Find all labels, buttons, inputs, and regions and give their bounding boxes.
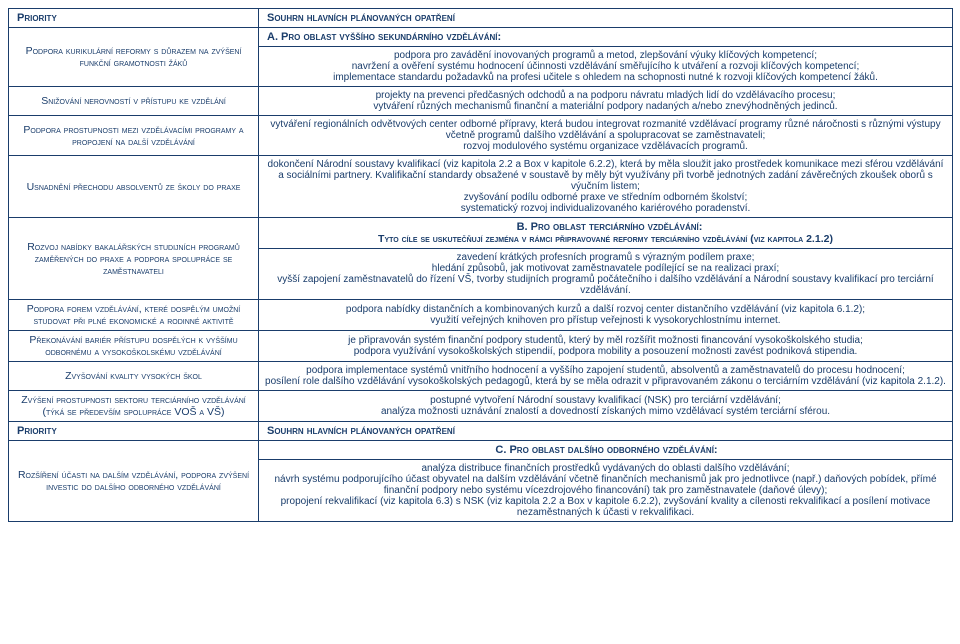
table-row: Snižování nerovností v přístupu ke vzděl… [9,87,953,116]
table-row: Podpora prostupnosti mezi vzdělávacími p… [9,116,953,156]
priority-c1: Rozšíření účasti na dalším vzdělávání, p… [9,441,259,522]
section-a-row: Podpora kurikulární reformy s důrazem na… [9,28,953,47]
priority-b3: Překonávání bariér přístupu dospělých k … [9,331,259,362]
table-row: Podpora forem vzdělávání, které dospělým… [9,300,953,331]
table-header-2: Priority Souhrn hlavních plánovaných opa… [9,422,953,441]
priority-a2: Snižování nerovností v přístupu ke vzděl… [9,87,259,116]
section-b-row: Rozvoj nabídky bakalářských studijních p… [9,218,953,249]
measure-b2: podpora nabídky distančních a kombinovan… [259,300,953,331]
table-row: Usnadnění přechodu absolventů ze školy d… [9,156,953,218]
priority-a1: Podpora kurikulární reformy s důrazem na… [9,28,259,87]
measure-a4: dokončení Národní soustavy kvalifikací (… [259,156,953,218]
measure-b3: je připravován systém finanční podpory s… [259,331,953,362]
priority-b2: Podpora forem vzdělávání, které dospělým… [9,300,259,331]
measure-b4: podpora implementace systémů vnitřního h… [259,362,953,391]
measure-a3: vytváření regionálních odvětvových cente… [259,116,953,156]
table-row: Zvýšení prostupnosti sektoru terciárního… [9,391,953,422]
header-summary: Souhrn hlavních plánovaných opatření [259,9,953,28]
table-row: Překonávání bariér přístupu dospělých k … [9,331,953,362]
section-c-title: C. Pro oblast dalšího odborného vzdělává… [259,441,953,460]
measure-a2: projekty na prevenci předčasných odchodů… [259,87,953,116]
table-header: Priority Souhrn hlavních plánovaných opa… [9,9,953,28]
priority-b1: Rozvoj nabídky bakalářských studijních p… [9,218,259,300]
section-b-header: B. Pro oblast terciárního vzdělávání: Ty… [259,218,953,249]
section-a-title: A. Pro oblast vyššího sekundárního vzděl… [259,28,953,47]
header2-priority: Priority [9,422,259,441]
policy-table: Priority Souhrn hlavních plánovaných opa… [8,8,953,522]
measure-c1: analýza distribuce finančních prostředků… [259,460,953,522]
measure-a1: podpora pro zavádění inovovaných program… [259,47,953,87]
measure-b1: zavedení krátkých profesních programů s … [259,249,953,300]
header2-summary: Souhrn hlavních plánovaných opatření [259,422,953,441]
table-row: Zvyšování kvality vysokých škol podpora … [9,362,953,391]
priority-a4: Usnadnění přechodu absolventů ze školy d… [9,156,259,218]
measure-b5: postupné vytvoření Národní soustavy kval… [259,391,953,422]
priority-a3: Podpora prostupnosti mezi vzdělávacími p… [9,116,259,156]
header-priority: Priority [9,9,259,28]
section-b-subtitle: Tyto cíle se uskutečňují zejména v rámci… [265,233,946,245]
section-b-title: B. Pro oblast terciárního vzdělávání: [265,221,946,233]
section-c-row: Rozšíření účasti na dalším vzdělávání, p… [9,441,953,460]
priority-b4: Zvyšování kvality vysokých škol [9,362,259,391]
priority-b5: Zvýšení prostupnosti sektoru terciárního… [9,391,259,422]
